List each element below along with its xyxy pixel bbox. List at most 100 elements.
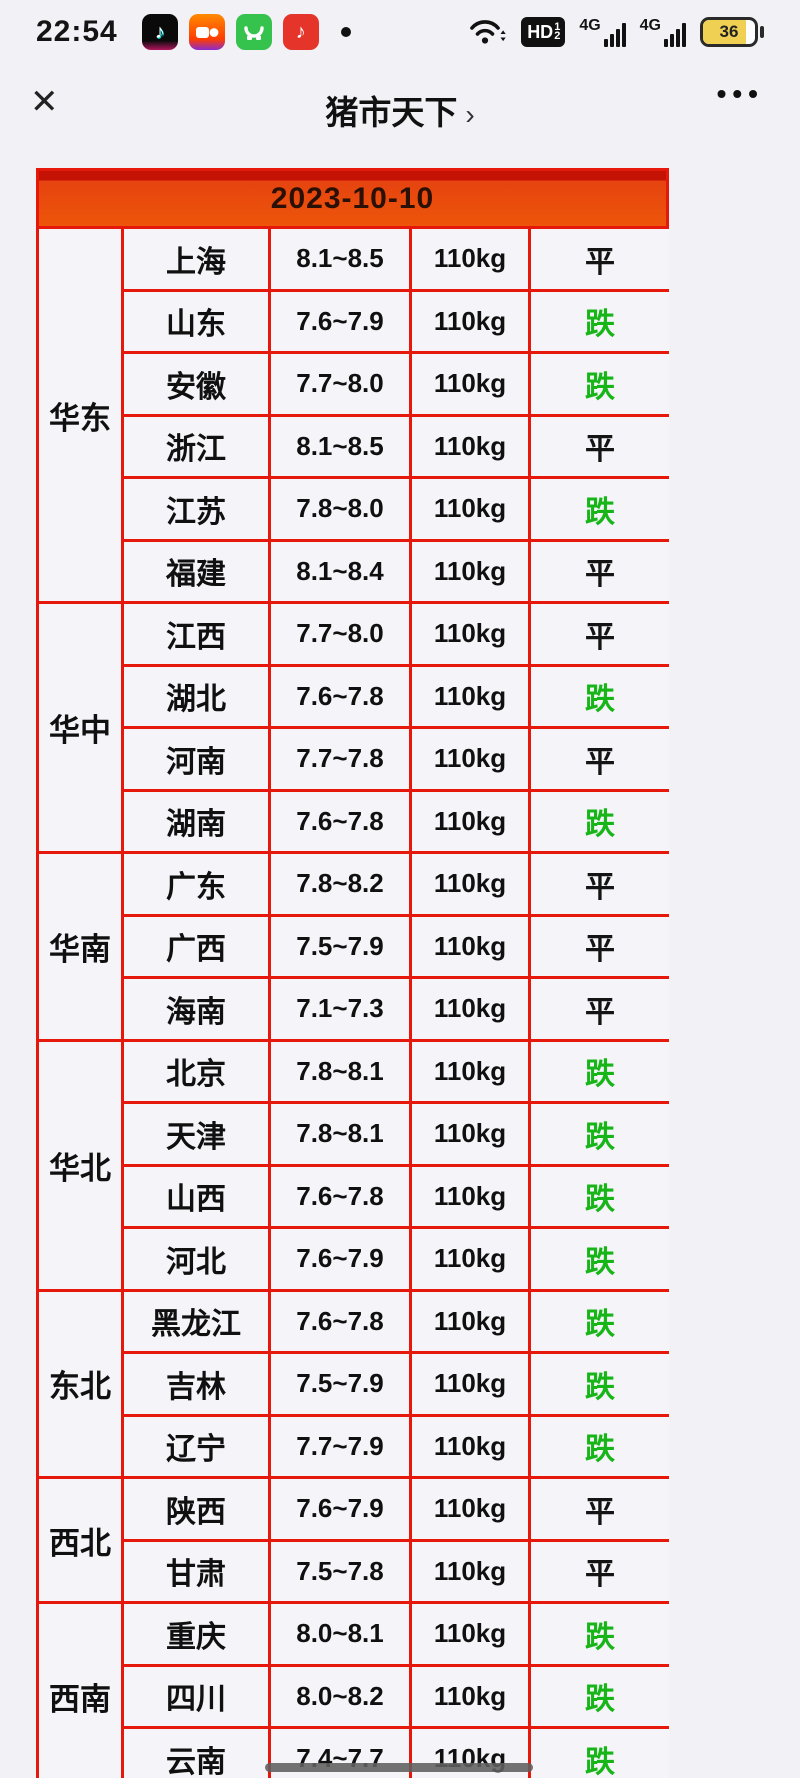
table-row: 福建 8.1~8.4 110kg 平 <box>38 538 669 604</box>
province-cell: 陕西 <box>121 1476 271 1542</box>
horizontal-scrollbar[interactable] <box>265 1763 533 1772</box>
table-row: 四川 8.0~8.2 110kg 跌 <box>38 1663 669 1729</box>
province-cell: 江苏 <box>121 476 271 542</box>
more-icon[interactable]: ••• <box>716 78 764 109</box>
price-range-cell: 7.7~8.0 <box>268 351 412 417</box>
price-range-cell: 7.6~7.9 <box>268 288 412 354</box>
province-cell: 浙江 <box>121 413 271 479</box>
price-range-cell: 8.0~8.1 <box>268 1601 412 1667</box>
weight-cell: 110kg <box>409 1163 531 1229</box>
price-range-cell: 7.6~7.8 <box>268 1288 412 1354</box>
trend-cell: 跌 <box>528 1038 669 1104</box>
price-range-cell: 7.5~7.9 <box>268 913 412 979</box>
shop-icon <box>235 14 272 50</box>
region-cell: 西南 <box>36 1601 124 1778</box>
battery-icon: 36 <box>700 17 758 47</box>
price-range-cell: 7.6~7.8 <box>268 663 412 729</box>
province-cell: 湖北 <box>121 663 271 729</box>
clock: 22:54 <box>36 15 118 48</box>
price-range-cell: 7.5~7.9 <box>268 1351 412 1417</box>
chevron-right-icon: › <box>465 99 475 130</box>
weight-cell: 110kg <box>409 226 531 292</box>
weight-cell: 110kg <box>409 1226 531 1292</box>
trend-cell: 跌 <box>528 288 669 354</box>
table-row: 吉林 7.5~7.9 110kg 跌 <box>38 1351 669 1417</box>
price-range-cell: 8.0~8.2 <box>268 1663 412 1729</box>
trend-cell: 平 <box>528 726 669 792</box>
trend-cell: 跌 <box>528 1163 669 1229</box>
price-range-cell: 7.6~7.9 <box>268 1226 412 1292</box>
page-title[interactable]: 猪市天下 › <box>0 86 800 134</box>
table-row: 东北 黑龙江 7.6~7.8 110kg 跌 <box>36 1288 669 1479</box>
price-range-cell: 7.6~7.8 <box>268 788 412 854</box>
trend-cell: 平 <box>528 413 669 479</box>
price-range-cell: 7.8~8.2 <box>268 851 412 917</box>
table-row: 海南 7.1~7.3 110kg 平 <box>38 976 669 1042</box>
trend-cell: 跌 <box>528 663 669 729</box>
price-range-cell: 7.1~7.3 <box>268 976 412 1042</box>
trend-cell: 跌 <box>528 1351 669 1417</box>
trend-cell: 跌 <box>528 1726 669 1778</box>
notification-dot <box>340 27 351 37</box>
province-cell: 北京 <box>121 1038 271 1104</box>
trend-cell: 跌 <box>528 351 669 417</box>
table-row: 华中 江西 7.7~8.0 110kg 平 <box>36 601 669 854</box>
weight-cell: 110kg <box>409 788 531 854</box>
trend-cell: 跌 <box>528 788 669 854</box>
table-row: 甘肃 7.5~7.8 110kg 平 <box>38 1538 669 1604</box>
price-table-container[interactable]: 2023-10-10 华东 上海 8.1~8.5 110kg 平山东 7.6~7.9 110… <box>36 168 669 1778</box>
province-cell: 湖南 <box>121 788 271 854</box>
region-cell: 华南 <box>36 851 124 1042</box>
wifi-icon <box>467 16 507 48</box>
trend-cell: 平 <box>528 1538 669 1604</box>
weight-cell: 110kg <box>409 726 531 792</box>
province-cell: 辽宁 <box>121 1413 271 1479</box>
price-range-cell: 7.6~7.8 <box>268 1163 412 1229</box>
date-header: 2023-10-10 <box>36 168 669 226</box>
table-row: 安徽 7.7~8.0 110kg 跌 <box>38 351 669 417</box>
status-bar: 22:54 ♪ ♪ <box>0 0 800 64</box>
table-row: 河北 7.6~7.9 110kg 跌 <box>38 1226 669 1292</box>
trend-cell: 跌 <box>528 1226 669 1292</box>
trend-cell: 平 <box>528 851 669 917</box>
province-cell: 海南 <box>121 976 271 1042</box>
price-range-cell: 7.7~7.8 <box>268 726 412 792</box>
weight-cell: 110kg <box>409 1038 531 1104</box>
price-range-cell: 7.5~7.8 <box>268 1538 412 1604</box>
region-cell: 华东 <box>36 226 124 604</box>
price-range-cell: 7.7~8.0 <box>268 601 412 667</box>
table-row: 华北 北京 7.8~8.1 110kg 跌 <box>36 1038 669 1292</box>
weight-cell: 110kg <box>409 538 531 604</box>
hd-icon: HD 1 2 <box>521 17 566 47</box>
trend-cell: 跌 <box>528 1663 669 1729</box>
province-cell: 广西 <box>121 913 271 979</box>
price-range-cell: 8.1~8.4 <box>268 538 412 604</box>
table-row: 河南 7.7~7.8 110kg 平 <box>38 726 669 792</box>
page-title-text: 猪市天下 <box>325 94 458 131</box>
trend-cell: 平 <box>528 1476 669 1542</box>
trend-cell: 跌 <box>528 1288 669 1354</box>
price-range-cell: 7.6~7.9 <box>268 1476 412 1542</box>
table-row: 山东 7.6~7.9 110kg 跌 <box>38 288 669 354</box>
weight-cell: 110kg <box>409 413 531 479</box>
province-cell: 山西 <box>121 1163 271 1229</box>
trend-cell: 跌 <box>528 1101 669 1167</box>
table-row: 山西 7.6~7.8 110kg 跌 <box>38 1163 669 1229</box>
signal-icon-2: 4G <box>640 17 686 47</box>
weight-cell: 110kg <box>409 1101 531 1167</box>
province-cell: 吉林 <box>121 1351 271 1417</box>
trend-cell: 平 <box>528 601 669 667</box>
trend-cell: 平 <box>528 913 669 979</box>
weight-cell: 110kg <box>409 976 531 1042</box>
close-icon[interactable]: ✕ <box>30 83 59 121</box>
weight-cell: 110kg <box>409 1351 531 1417</box>
table-row: 辽宁 7.7~7.9 110kg 跌 <box>38 1413 669 1479</box>
weight-cell: 110kg <box>409 1538 531 1604</box>
music-icon: ♪ <box>282 14 319 50</box>
weight-cell: 110kg <box>409 1663 531 1729</box>
kuaishou-icon <box>188 14 225 50</box>
province-cell: 河北 <box>121 1226 271 1292</box>
table-row: 浙江 8.1~8.5 110kg 平 <box>38 413 669 479</box>
region-cell: 西北 <box>36 1476 124 1604</box>
province-cell: 重庆 <box>121 1601 271 1667</box>
